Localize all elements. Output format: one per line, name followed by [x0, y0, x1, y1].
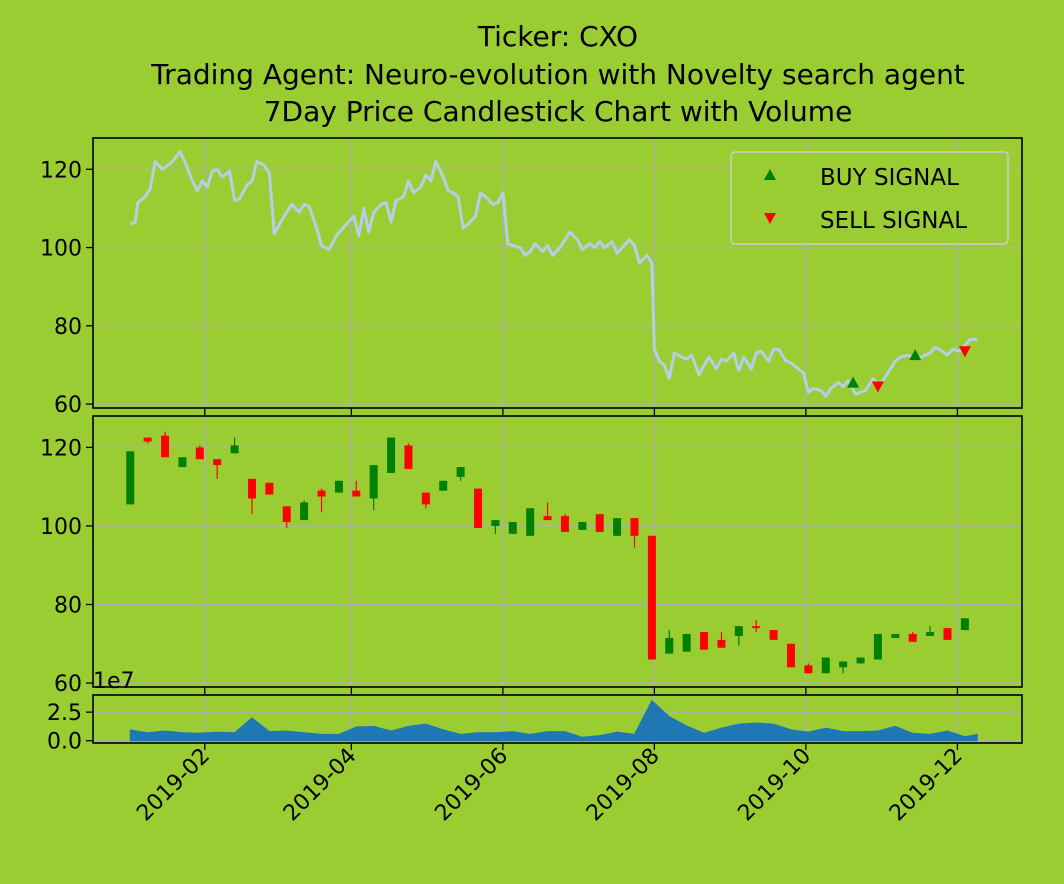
candle-body-20	[474, 488, 483, 528]
candle-body-14	[369, 465, 378, 499]
candle-body-39	[804, 665, 813, 674]
candle-ytick-label-2: 100	[40, 515, 82, 540]
candle-body-2	[161, 435, 170, 458]
candle-body-33	[700, 632, 709, 650]
candle-body-27	[595, 514, 604, 532]
candle-body-18	[439, 480, 448, 491]
candle-body-13	[352, 490, 361, 497]
candle-body-36	[752, 626, 761, 629]
buy-signal-marker-0	[847, 376, 860, 388]
legend-box	[730, 151, 1009, 245]
legend-buy-label: BUY SIGNAL	[820, 165, 959, 191]
candle-body-41	[839, 661, 848, 668]
candle-body-22	[508, 522, 517, 534]
candle-body-17	[421, 492, 430, 505]
volume-ytick-label-1: 2.5	[47, 701, 82, 726]
candle-body-37	[769, 630, 778, 640]
candle-body-24	[543, 516, 552, 521]
sell-signal-marker-1	[871, 381, 884, 393]
candle-body-32	[682, 633, 691, 652]
candle-body-48	[960, 618, 969, 631]
candle-frame	[92, 415, 1023, 688]
price-ytick-label-3: 120	[40, 158, 82, 183]
candle-body-31	[665, 637, 674, 654]
legend: BUY SIGNAL SELL SIGNAL	[730, 151, 1009, 245]
candle-body-9	[282, 506, 291, 523]
candle-body-1	[143, 437, 152, 442]
candle-body-11	[317, 490, 326, 497]
candle-body-4	[195, 447, 204, 460]
candle-body-28	[613, 518, 622, 536]
candle-body-23	[526, 508, 535, 536]
candle-ytick-label-3: 120	[40, 436, 82, 461]
candlestick-panel: 60 80 100 120	[40, 415, 1023, 697]
price-ytick-label-0: 60	[54, 393, 82, 418]
title-line-2: Trading Agent: Neuro-evolution with Nove…	[150, 58, 965, 91]
candle-body-46	[926, 632, 935, 636]
candle-body-44	[891, 633, 900, 638]
volume-frame	[92, 694, 1023, 744]
candle-body-10	[300, 502, 309, 521]
candle-body-30	[647, 535, 656, 660]
candle-body-47	[943, 628, 952, 640]
candle-body-15	[387, 437, 396, 473]
candle-ytick-label-0: 60	[54, 672, 82, 697]
sell-signal-marker-3	[958, 346, 971, 358]
candle-body-42	[856, 657, 865, 664]
x-tick-label-5: 2019-12	[885, 744, 968, 827]
x-tick-label-2: 2019-06	[430, 744, 513, 827]
candle-body-5	[213, 459, 222, 466]
candle-body-45	[908, 633, 917, 642]
price-frame	[92, 137, 1023, 409]
candle-body-16	[404, 445, 413, 470]
x-tick-label-4: 2019-10	[733, 744, 816, 827]
price-line	[129, 150, 978, 398]
buy-signal-marker-2	[909, 349, 922, 361]
price-ytick-label-1: 80	[54, 315, 82, 340]
title-line-3: 7Day Price Candlestick Chart with Volume	[264, 95, 853, 128]
volume-ytick-label-0: 0.0	[47, 730, 82, 755]
candle-body-43	[873, 633, 882, 660]
candle-body-26	[578, 522, 587, 530]
candle-body-3	[178, 457, 187, 468]
candle-body-38	[786, 643, 795, 668]
legend-sell-label: SELL SIGNAL	[820, 208, 967, 234]
x-tick-label-1: 2019-04	[279, 744, 362, 827]
candle-ytick-label-1: 80	[54, 594, 82, 619]
candle-body-34	[717, 639, 726, 648]
x-tick-label-3: 2019-08	[582, 744, 665, 827]
candle-body-25	[560, 516, 569, 532]
volume-scale-label: 1e7	[93, 669, 135, 694]
legend-sell-marker	[764, 213, 776, 224]
x-tick-label-0: 2019-02	[132, 744, 215, 827]
candle-body-35	[734, 626, 743, 636]
candle-body-12	[334, 480, 343, 493]
figure-title: Ticker: CXO Trading Agent: Neuro-evoluti…	[150, 20, 965, 128]
candle-body-6	[230, 445, 239, 454]
candle-body-7	[247, 478, 256, 499]
candle-body-40	[821, 657, 830, 674]
volume-panel: 0.0 2.5 1e7 2019-02 2019-04 2019-06 2019-08 201…	[47, 669, 1023, 827]
legend-buy-marker	[764, 169, 776, 180]
candle-body-8	[265, 482, 274, 495]
price-ytick-label-2: 100	[40, 237, 82, 262]
candle-body-29	[630, 518, 639, 536]
candle-body-19	[456, 467, 465, 477]
candle-body-0	[126, 451, 135, 505]
title-line-1: Ticker: CXO	[477, 20, 638, 53]
candle-body-21	[491, 520, 500, 526]
volume-area	[129, 699, 978, 742]
